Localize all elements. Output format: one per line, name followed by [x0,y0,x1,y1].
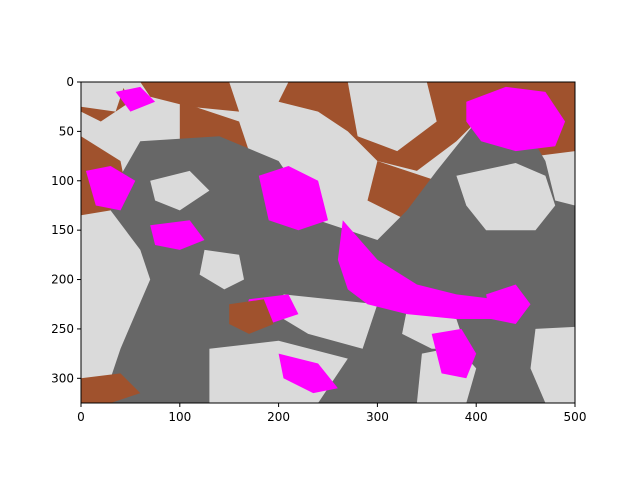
heatmap-region-magenta [337,220,526,319]
x-tick-label: 500 [564,410,587,424]
heatmap-region-magenta [115,86,156,112]
heatmap-region-lightgray [530,326,575,403]
heatmap-region-magenta [466,86,566,152]
heatmap-regions [81,82,575,403]
heatmap-region-brown [81,373,141,403]
heatmap-region-lightgray [81,264,151,384]
heatmap-region-magenta [150,220,205,250]
y-tick-label: 200 [51,273,74,287]
x-tick-label: 200 [267,410,290,424]
x-tick-label: 100 [168,410,191,424]
y-tick-label: 300 [51,371,74,385]
heatmap-region-lightgray [150,170,210,211]
y-tick-label: 0 [66,75,74,89]
heatmap-region-magenta [85,166,136,211]
y-tick-label: 150 [51,223,74,237]
heatmap-region-lightgray [283,294,378,349]
heatmap-region-magenta [431,328,477,379]
x-tick-label: 300 [366,410,389,424]
heatmap-region-lightgray [199,249,244,290]
heatmap-region-brown [229,299,274,334]
heatmap-region-magenta [486,284,531,324]
heatmap-region-brown [140,82,240,112]
heatmap-region-lightgray [81,82,126,112]
heatmap-region-magenta [278,353,338,394]
y-axis: 0 50 100 150 200 250 300 [51,75,81,385]
x-tick-label: 0 [77,410,85,424]
heatmap-region-lightgray [347,82,437,152]
plot-frame [80,81,576,404]
y-tick-label: 250 [51,322,74,336]
heatmap-region-magenta [258,166,328,231]
y-tick-label: 50 [59,124,74,138]
x-tick-label: 400 [465,410,488,424]
plot-area [81,82,575,403]
heatmap-region-lightgray [456,163,556,231]
y-tick-label: 100 [51,174,74,188]
x-axis: 0 100 200 300 400 500 [77,403,586,424]
